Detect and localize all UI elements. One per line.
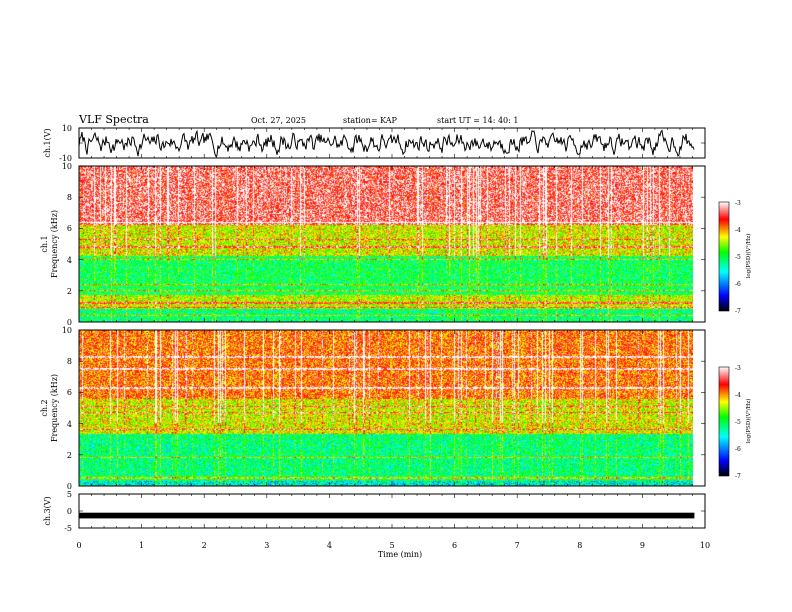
ch1-spectrogram-panel: 0 2 4 6 8 10 ch.1 Frequency (kHz) -3 -4 … — [40, 162, 752, 327]
ch2-spectrogram-panel: 0 2 4 6 8 10 ch.2 Frequency (kHz) -3 -4 … — [40, 326, 752, 491]
ch2-ytick-4: 4 — [67, 420, 72, 429]
ch2-ytick-0: 0 — [67, 482, 72, 491]
ch3-waveform-band — [79, 512, 695, 519]
ch1-ytick-4: 4 — [67, 256, 72, 265]
ch2-ytick-8: 8 — [67, 357, 72, 366]
ch1-cbar-tick-m6: -6 — [735, 281, 741, 288]
xtick-8: 8 — [577, 541, 582, 550]
ch1-spectrogram-ticks — [78, 165, 706, 323]
ch1-ytick-top: 10 — [62, 124, 72, 133]
ch1-spectrogram-channel-label: ch.1 — [40, 235, 49, 252]
ch3-waveform-panel: 5 0 -5 ch.3(V) — [43, 490, 706, 533]
xtick-5: 5 — [389, 541, 394, 550]
ch2-cbar-tick-m4: -4 — [735, 392, 741, 399]
ch3-waveform-frame — [78, 493, 706, 529]
ch3-ytick-m5: -5 — [64, 524, 72, 533]
xtick-6: 6 — [452, 541, 457, 550]
ch1-cbar-tick-m7: -7 — [735, 308, 741, 315]
ch2-spectrogram-ylabel: Frequency (kHz) — [50, 374, 59, 442]
ch3-ytick-5: 5 — [67, 490, 72, 499]
ch1-waveform-ylabel: ch.1(V) — [43, 128, 52, 157]
ch2-ytick-6: 6 — [67, 388, 72, 397]
xtick-2: 2 — [202, 541, 207, 550]
ch2-cbar-tick-m6: -6 — [735, 446, 741, 453]
ch1-ytick-2: 2 — [67, 287, 72, 296]
ch1-waveform-panel: 10 -10 ch.1(V) — [43, 124, 706, 163]
xtick-1: 1 — [139, 541, 144, 550]
ch1-cbar-tick-m5: -5 — [735, 254, 741, 261]
ch2-ytick-2: 2 — [67, 451, 72, 460]
ch1-spectrogram-heatmap — [79, 166, 693, 322]
date-label: Oct. 27, 2025 — [251, 116, 306, 125]
xtick-3: 3 — [264, 541, 269, 550]
time-axis: 0 1 2 3 4 5 6 7 8 9 10 Time (min) — [76, 541, 710, 559]
ch1-cbar-tick-m4: -4 — [735, 227, 741, 234]
ch1-cbar-tick-m3: -3 — [735, 200, 741, 207]
ch1-ytick-0: 0 — [67, 318, 72, 327]
xtick-7: 7 — [515, 541, 520, 550]
xtick-4: 4 — [327, 541, 332, 550]
ch2-spectrogram-heatmap — [79, 330, 693, 486]
ch3-waveform-ticks — [78, 493, 706, 529]
xtick-9: 9 — [640, 541, 645, 550]
ch1-ytick-8: 8 — [67, 193, 72, 202]
ch2-ytick-10: 10 — [62, 326, 72, 335]
ch1-spectrogram-ylabel: Frequency (kHz) — [50, 210, 59, 278]
ch2-colorbar-label: log(PSD)(V²/Hz) — [745, 399, 752, 444]
xtick-0: 0 — [76, 541, 81, 550]
ch2-cbar-tick-m5: -5 — [735, 419, 741, 426]
ch3-ytick-0: 0 — [67, 507, 72, 516]
ch3-waveform-ylabel: ch.3(V) — [43, 496, 52, 525]
ch1-ytick-6: 6 — [67, 224, 72, 233]
figure-title: VLF Spectra — [78, 113, 149, 126]
start-time-label: start UT = 14: 40: 1 — [437, 116, 518, 125]
ch2-spectrogram-ticks — [78, 329, 706, 487]
ch1-waveform-ticks — [78, 127, 706, 159]
ch2-colorbar — [718, 366, 730, 477]
x-axis-label: Time (min) — [378, 550, 422, 559]
ch2-cbar-tick-m7: -7 — [735, 473, 741, 480]
ch1-colorbar — [718, 201, 730, 312]
xtick-10: 10 — [700, 541, 710, 550]
ch1-ytick-10: 10 — [62, 162, 72, 171]
ch2-cbar-tick-m3: -3 — [735, 365, 741, 372]
station-label: station= KAP — [343, 116, 398, 125]
ch1-colorbar-label: log(PSD)(V²/Hz) — [745, 234, 752, 279]
ch2-spectrogram-channel-label: ch.2 — [40, 399, 49, 416]
ch1-waveform-line — [78, 129, 695, 158]
ch1-ytick-bottom: -10 — [59, 154, 72, 163]
